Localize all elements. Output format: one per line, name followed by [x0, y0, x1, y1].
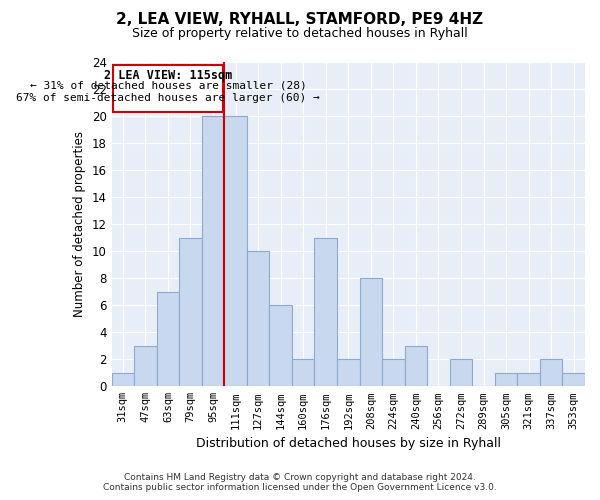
Text: ← 31% of detached houses are smaller (28): ← 31% of detached houses are smaller (28… — [29, 80, 306, 90]
Bar — [269, 306, 292, 386]
Bar — [157, 292, 179, 386]
Bar — [247, 252, 269, 386]
Text: Size of property relative to detached houses in Ryhall: Size of property relative to detached ho… — [132, 28, 468, 40]
Bar — [292, 360, 314, 386]
Bar — [112, 373, 134, 386]
Bar — [179, 238, 202, 386]
Bar — [562, 373, 585, 386]
Bar — [337, 360, 359, 386]
X-axis label: Distribution of detached houses by size in Ryhall: Distribution of detached houses by size … — [196, 437, 501, 450]
Text: 2 LEA VIEW: 115sqm: 2 LEA VIEW: 115sqm — [104, 68, 232, 82]
Bar — [224, 116, 247, 386]
Bar — [134, 346, 157, 387]
FancyBboxPatch shape — [113, 65, 223, 112]
Bar — [495, 373, 517, 386]
Bar — [314, 238, 337, 386]
Bar — [202, 116, 224, 386]
Bar — [517, 373, 540, 386]
Bar — [450, 360, 472, 386]
Bar — [540, 360, 562, 386]
Y-axis label: Number of detached properties: Number of detached properties — [73, 132, 86, 318]
Text: Contains HM Land Registry data © Crown copyright and database right 2024.
Contai: Contains HM Land Registry data © Crown c… — [103, 473, 497, 492]
Text: 2, LEA VIEW, RYHALL, STAMFORD, PE9 4HZ: 2, LEA VIEW, RYHALL, STAMFORD, PE9 4HZ — [116, 12, 484, 28]
Text: 67% of semi-detached houses are larger (60) →: 67% of semi-detached houses are larger (… — [16, 93, 320, 103]
Bar — [404, 346, 427, 387]
Bar — [382, 360, 404, 386]
Bar — [359, 278, 382, 386]
